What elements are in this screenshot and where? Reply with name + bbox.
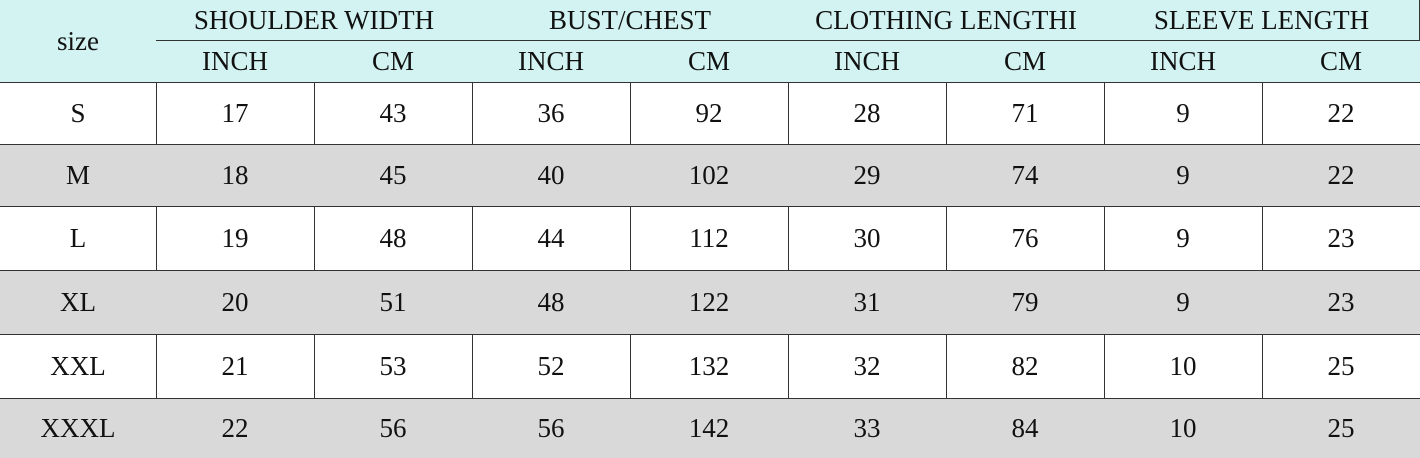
unit-header: CM <box>1262 41 1420 83</box>
size-cell: M <box>0 145 157 207</box>
value-cell: 17 <box>156 83 315 145</box>
value-cell: 43 <box>314 83 473 145</box>
value-cell: 45 <box>314 145 473 207</box>
value-cell: 48 <box>472 271 631 335</box>
value-cell: 22 <box>1262 145 1420 207</box>
value-cell: 30 <box>788 207 947 271</box>
unit-header: INCH <box>472 41 631 83</box>
size-cell: XL <box>0 271 157 335</box>
value-cell: 20 <box>156 271 315 335</box>
value-cell: 53 <box>314 335 473 399</box>
value-cell: 102 <box>630 145 789 207</box>
value-cell: 33 <box>788 399 947 458</box>
unit-header: INCH <box>156 41 315 83</box>
value-cell: 84 <box>946 399 1105 458</box>
group-header: SLEEVE LENGTH <box>1104 0 1420 41</box>
group-header: BUST/CHEST <box>472 0 789 41</box>
value-cell: 9 <box>1104 271 1263 335</box>
value-cell: 51 <box>314 271 473 335</box>
value-cell: 22 <box>156 399 315 458</box>
value-cell: 9 <box>1104 207 1263 271</box>
value-cell: 71 <box>946 83 1105 145</box>
value-cell: 23 <box>1262 207 1420 271</box>
value-cell: 32 <box>788 335 947 399</box>
value-cell: 25 <box>1262 399 1420 458</box>
value-cell: 76 <box>946 207 1105 271</box>
size-cell: XXXL <box>0 399 157 458</box>
value-cell: 23 <box>1262 271 1420 335</box>
unit-header: CM <box>630 41 789 83</box>
group-header: SHOULDER WIDTH <box>156 0 473 41</box>
value-cell: 40 <box>472 145 631 207</box>
value-cell: 10 <box>1104 335 1263 399</box>
value-cell: 22 <box>1262 83 1420 145</box>
unit-header: CM <box>946 41 1105 83</box>
group-header: CLOTHING LENGTHI <box>788 0 1105 41</box>
value-cell: 92 <box>630 83 789 145</box>
unit-header: INCH <box>1104 41 1263 83</box>
size-cell: L <box>0 207 157 271</box>
value-cell: 10 <box>1104 399 1263 458</box>
value-cell: 48 <box>314 207 473 271</box>
value-cell: 9 <box>1104 83 1263 145</box>
value-cell: 112 <box>630 207 789 271</box>
value-cell: 56 <box>472 399 631 458</box>
value-cell: 44 <box>472 207 631 271</box>
value-cell: 31 <box>788 271 947 335</box>
value-cell: 79 <box>946 271 1105 335</box>
value-cell: 142 <box>630 399 789 458</box>
value-cell: 9 <box>1104 145 1263 207</box>
value-cell: 74 <box>946 145 1105 207</box>
value-cell: 36 <box>472 83 631 145</box>
value-cell: 21 <box>156 335 315 399</box>
value-cell: 28 <box>788 83 947 145</box>
value-cell: 19 <box>156 207 315 271</box>
value-cell: 122 <box>630 271 789 335</box>
size-header: size <box>0 0 157 83</box>
size-cell: XXL <box>0 335 157 399</box>
value-cell: 132 <box>630 335 789 399</box>
value-cell: 56 <box>314 399 473 458</box>
value-cell: 29 <box>788 145 947 207</box>
value-cell: 18 <box>156 145 315 207</box>
size-cell: S <box>0 83 157 145</box>
unit-header: INCH <box>788 41 947 83</box>
unit-header: CM <box>314 41 473 83</box>
value-cell: 52 <box>472 335 631 399</box>
value-cell: 82 <box>946 335 1105 399</box>
value-cell: 25 <box>1262 335 1420 399</box>
